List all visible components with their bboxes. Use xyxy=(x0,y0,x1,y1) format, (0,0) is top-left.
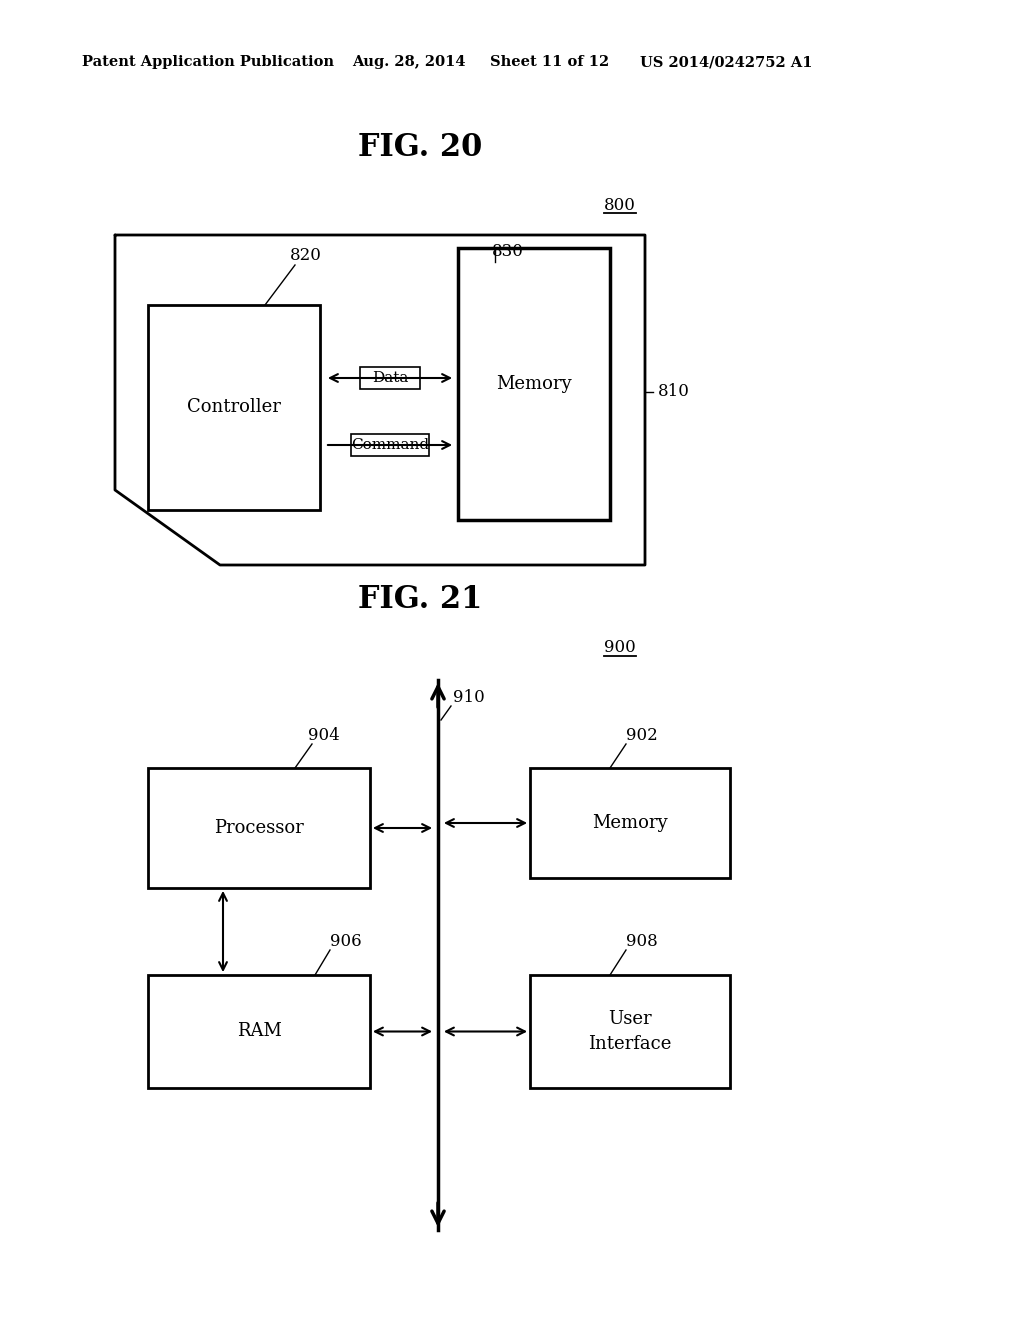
Text: User
Interface: User Interface xyxy=(589,1010,672,1053)
Text: 820: 820 xyxy=(290,247,322,264)
Text: 906: 906 xyxy=(330,933,361,950)
Bar xyxy=(148,768,370,888)
Bar xyxy=(148,975,370,1088)
Text: FIG. 20: FIG. 20 xyxy=(357,132,482,164)
Text: 908: 908 xyxy=(626,933,657,950)
Text: 902: 902 xyxy=(626,727,657,744)
Text: Aug. 28, 2014: Aug. 28, 2014 xyxy=(352,55,466,69)
Text: Memory: Memory xyxy=(497,375,571,393)
Text: Sheet 11 of 12: Sheet 11 of 12 xyxy=(490,55,609,69)
Text: RAM: RAM xyxy=(237,1023,282,1040)
Bar xyxy=(530,768,730,878)
Text: 910: 910 xyxy=(453,689,484,706)
Text: 810: 810 xyxy=(658,384,690,400)
Bar xyxy=(530,975,730,1088)
Text: Data: Data xyxy=(372,371,409,385)
Bar xyxy=(458,248,610,520)
Text: 900: 900 xyxy=(604,639,636,656)
Text: Memory: Memory xyxy=(592,814,668,832)
Bar xyxy=(148,305,319,510)
Text: Processor: Processor xyxy=(214,818,304,837)
Text: US 2014/0242752 A1: US 2014/0242752 A1 xyxy=(640,55,812,69)
Bar xyxy=(351,434,429,455)
Text: 830: 830 xyxy=(492,243,524,260)
Text: FIG. 21: FIG. 21 xyxy=(357,585,482,615)
Text: 800: 800 xyxy=(604,197,636,214)
Text: Command: Command xyxy=(351,438,429,451)
Text: 904: 904 xyxy=(308,727,340,744)
Bar xyxy=(360,367,420,389)
Text: Controller: Controller xyxy=(187,399,281,417)
Text: Patent Application Publication: Patent Application Publication xyxy=(82,55,334,69)
